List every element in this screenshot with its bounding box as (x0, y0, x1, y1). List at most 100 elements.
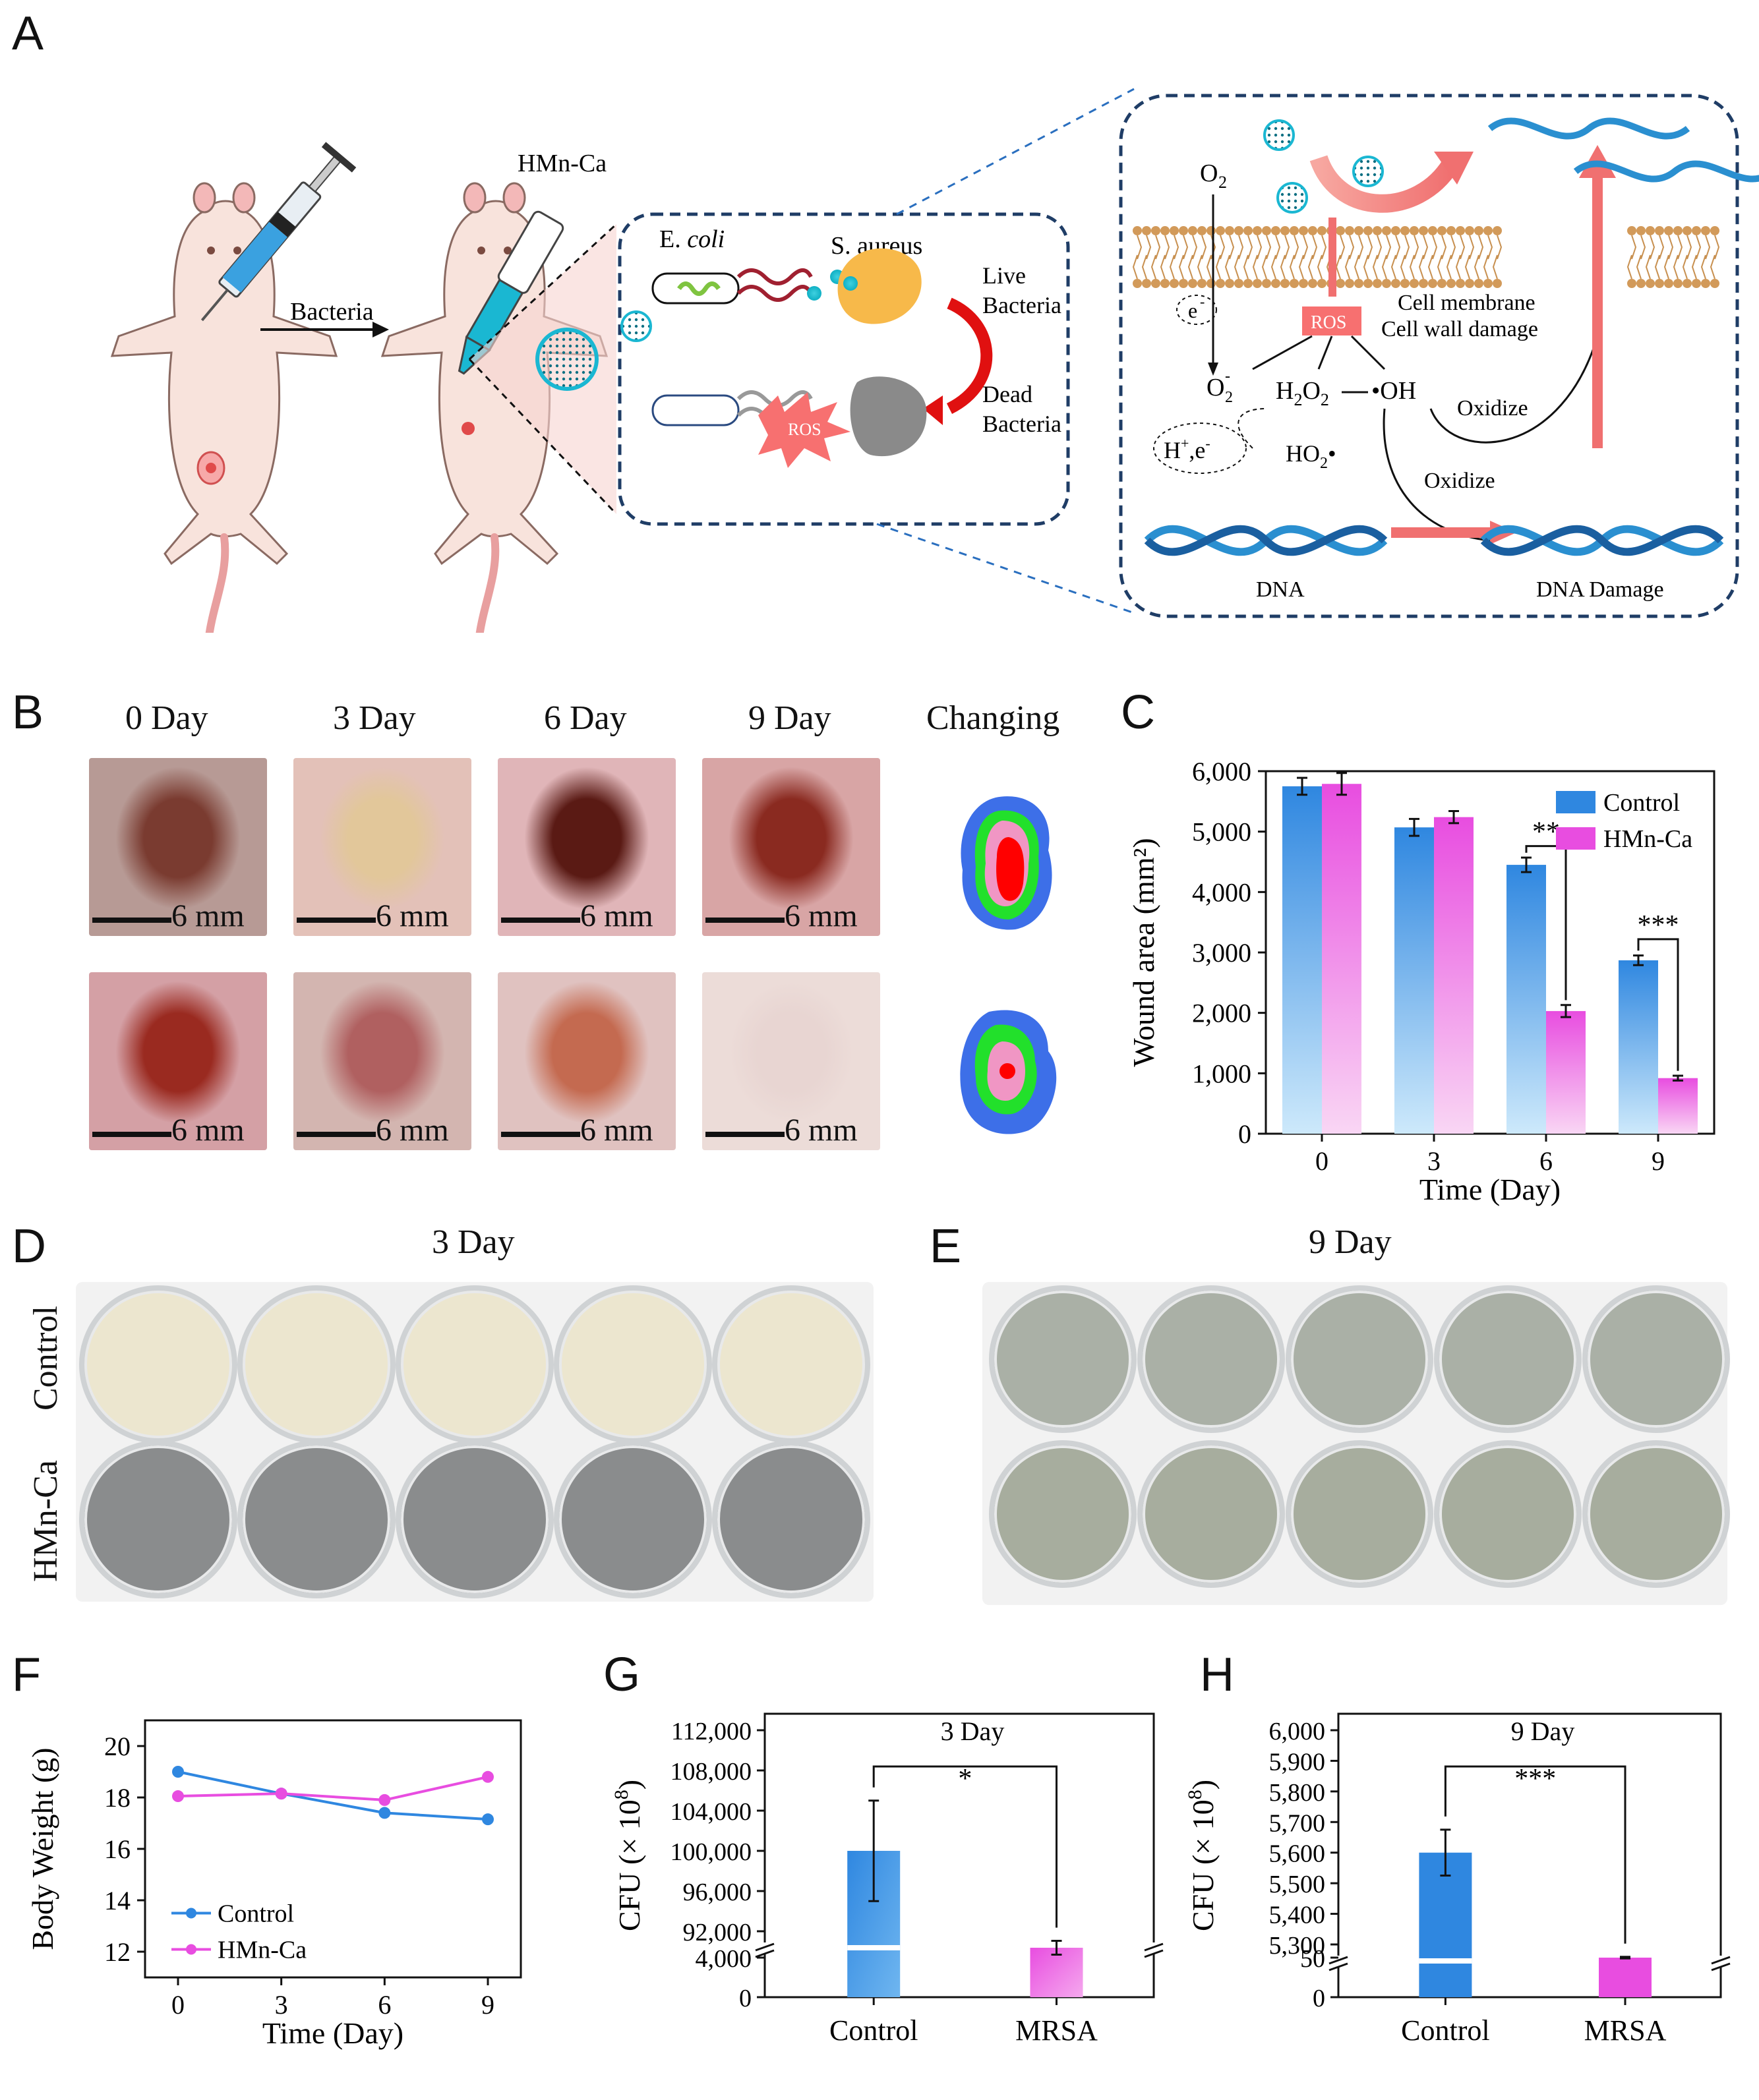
plate-e-hmn-3 (1434, 1440, 1582, 1588)
nanoparticle-zoom (535, 328, 599, 391)
f-point-1-2 (378, 1794, 391, 1806)
scale-label: 6 mm (580, 1113, 653, 1148)
chartH-ytick: 5,800 (1269, 1779, 1326, 1807)
c-bar-0-3 (1619, 960, 1658, 1134)
f-point-0-3 (482, 1813, 494, 1826)
row-label-hmn: HMn-Ca (27, 1460, 65, 1582)
f-point-1-0 (172, 1790, 184, 1803)
scale-label: 6 mm (580, 898, 653, 933)
f-ytick: 20 (104, 1732, 131, 1761)
c-ytick: 0 (1238, 1119, 1251, 1149)
svg-text:e: e (1188, 299, 1197, 322)
chartH-ytick: 6,000 (1269, 1718, 1326, 1745)
c-xtick: 3 (1427, 1146, 1441, 1176)
svg-text:Oxidize: Oxidize (1424, 469, 1495, 493)
chartG-ytick: 0 (739, 1985, 752, 2012)
svg-text:2: 2 (1218, 173, 1227, 192)
panel-a-schematic: Bacteria HMn-Ca E. coli S. aureus Live B… (110, 88, 1759, 633)
chartH-ytick: 5,300 (1269, 1932, 1326, 1960)
wound-change-map-hmn (960, 1010, 1057, 1134)
svg-text:O: O (1207, 374, 1224, 401)
svg-text:E. coli: E. coli (659, 225, 725, 253)
wound-photo-r1-d2 (498, 972, 676, 1150)
plate-d-control-1 (237, 1285, 396, 1444)
chart-f: 12 14 16 18 20 0 3 6 9 Body Weight (g) Time (Day) C… (26, 1719, 522, 2050)
panel-letter-g: G (603, 1648, 641, 1701)
chartG-title: 3 Day (941, 1716, 1005, 1746)
f-xtick: 0 (171, 1990, 185, 2020)
bacteria-label: Bacteria (290, 298, 374, 326)
chartG-ytick: 104,000 (671, 1798, 752, 1826)
wound-photo-r1-d3 (702, 972, 880, 1150)
plate-e-control-4 (1582, 1285, 1730, 1433)
chartG-ytick: 108,000 (671, 1758, 752, 1786)
plate-d-control-2 (396, 1285, 554, 1444)
plate-e-control-3 (1434, 1285, 1582, 1433)
svg-text:H2O2: H2O2 (1276, 377, 1329, 409)
scale-label: 6 mm (171, 898, 245, 933)
svg-text:HO2•: HO2• (1286, 440, 1336, 472)
plate-d-control-3 (554, 1285, 712, 1444)
c-legend-label: Control (1603, 789, 1680, 817)
panel-letter-e: E (930, 1220, 962, 1273)
wound-photo-r0-d2 (498, 758, 676, 936)
c-bar-1-3 (1658, 1078, 1698, 1134)
plate-d-hmn-4 (712, 1440, 870, 1598)
f-xtick: 6 (378, 1990, 391, 2020)
plate-e-hmn-0 (989, 1440, 1137, 1588)
svg-text:ROS: ROS (1311, 312, 1346, 333)
svg-text:O: O (1200, 160, 1218, 187)
chartH-bar-control (1419, 1852, 1472, 1997)
dna-strand-mid (1573, 160, 1759, 183)
day-label-6: 6 Day (544, 699, 627, 737)
wound-photo-r1-d0 (89, 972, 267, 1150)
f-point-1-1 (275, 1788, 287, 1800)
f-point-0-2 (378, 1807, 391, 1819)
hmn-label: HMn-Ca (518, 150, 607, 177)
syringe (200, 142, 357, 322)
plate-d-control-0 (79, 1285, 237, 1444)
membrane-left (1132, 226, 1720, 288)
c-bar-0-0 (1282, 786, 1322, 1134)
panel-letter-d: D (12, 1220, 46, 1273)
wound-photo-r0-d0 (89, 758, 267, 936)
f-ytick: 14 (104, 1886, 131, 1915)
panel-e-title: 9 Day (1309, 1223, 1392, 1261)
scale-bar (297, 918, 376, 923)
svg-text:Cell membrane: Cell membrane (1398, 291, 1535, 315)
dna-strand-top (1487, 117, 1690, 140)
c-sig: ** (1532, 817, 1560, 848)
c-ytick: 5,000 (1192, 817, 1251, 847)
wound-photo-r0-d1 (293, 758, 471, 936)
bacteria-box (618, 212, 1070, 526)
plate-d-hmn-0 (79, 1440, 237, 1598)
scale-label: 6 mm (171, 1113, 245, 1148)
c-bar-1-0 (1322, 784, 1361, 1134)
svg-text:DNA Damage: DNA Damage (1536, 577, 1664, 602)
panel-letter-b: B (12, 686, 44, 739)
chartH-ytick: 5,600 (1269, 1840, 1326, 1868)
day-label-3: 3 Day (333, 699, 416, 737)
plate-d-hmn-3 (554, 1440, 712, 1598)
changing-label: Changing (926, 699, 1060, 737)
chartH-title: 9 Day (1511, 1716, 1575, 1746)
svg-text:H+,e-: H+,e- (1164, 435, 1210, 463)
plate-e-control-0 (989, 1285, 1137, 1433)
svg-text:Oxidize: Oxidize (1457, 396, 1528, 421)
wound-photo-r0-d3 (702, 758, 880, 936)
scale-bar (705, 1132, 785, 1137)
plate-d-control-4 (712, 1285, 870, 1444)
f-line-0 (177, 1770, 489, 1821)
scale-bar (501, 1132, 580, 1137)
svg-text:Cell wall damage: Cell wall damage (1381, 317, 1538, 341)
f-ytick: 18 (104, 1783, 131, 1813)
panel-letter-a: A (12, 7, 44, 60)
chart-c: 0 1,000 2,000 3,000 4,000 5,000 6,000 Wound are… (1127, 757, 1715, 1206)
plate-e-hmn-1 (1137, 1440, 1285, 1588)
panel-letter-c: C (1121, 686, 1155, 739)
c-legend-swatch (1556, 827, 1595, 850)
plate-e-control-1 (1137, 1285, 1285, 1433)
f-xtick: 3 (275, 1990, 288, 2020)
chartG-ylabel: CFU (× 108) (611, 1780, 646, 1931)
